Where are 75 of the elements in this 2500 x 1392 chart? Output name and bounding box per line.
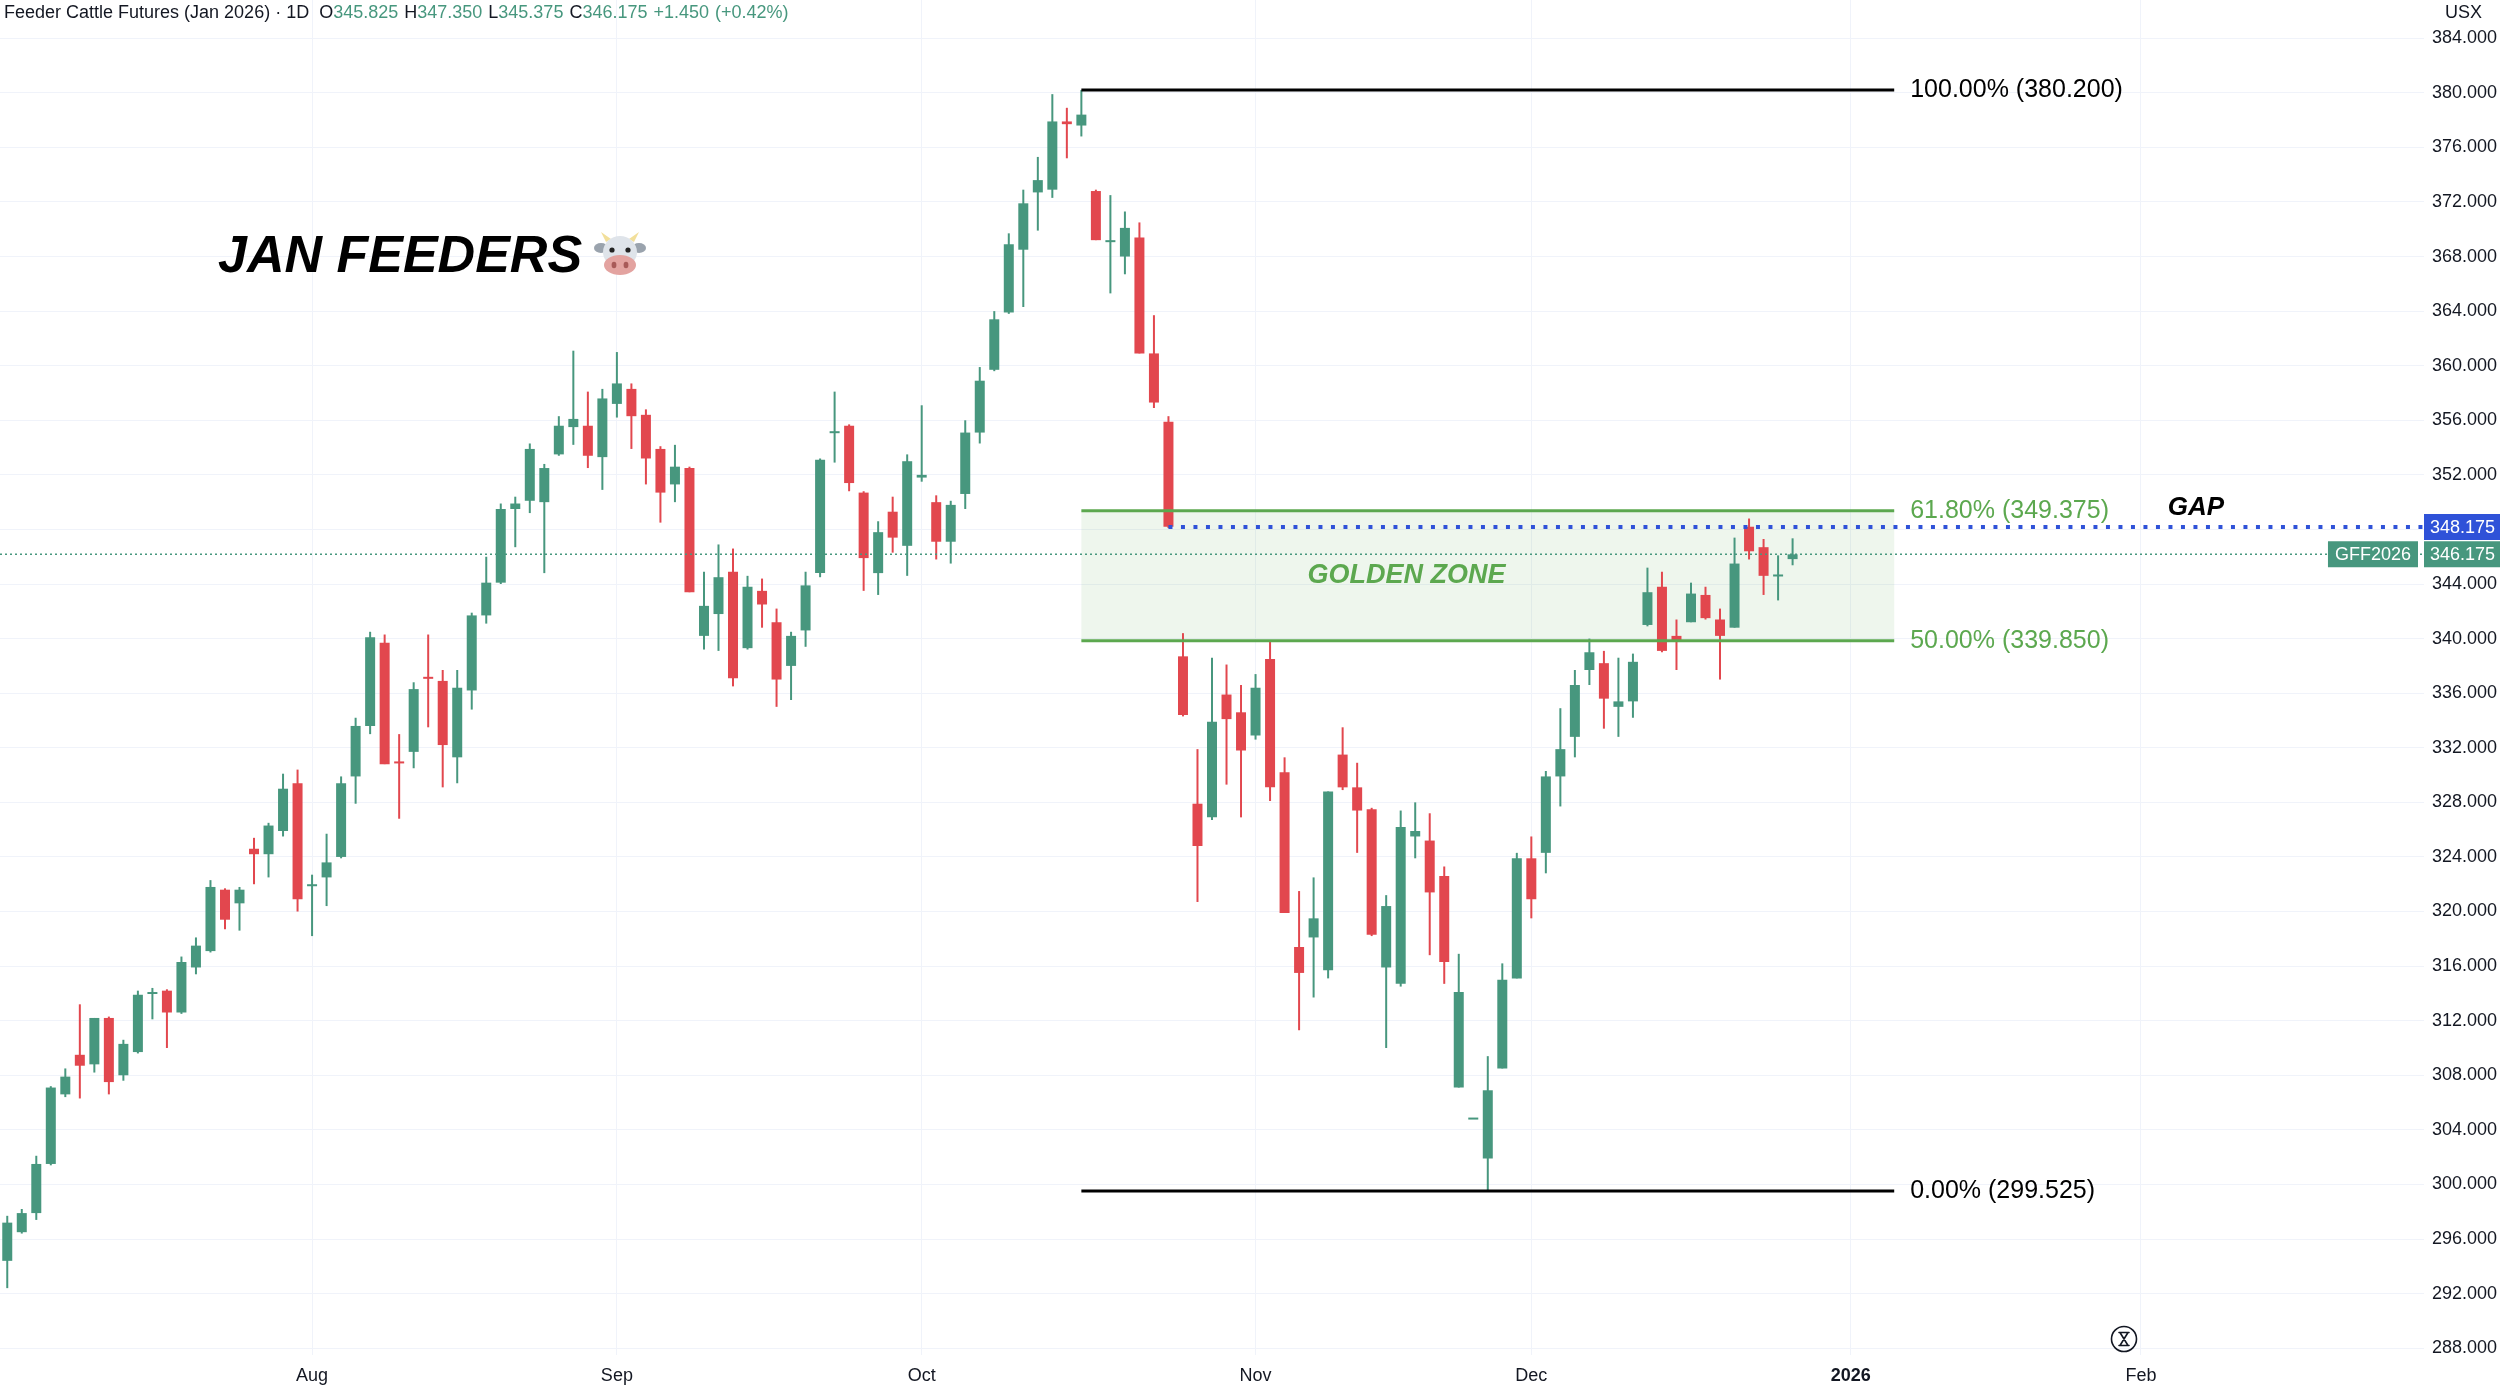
y-tick-label: 324.000 [2432, 845, 2498, 866]
candlestick [916, 404, 927, 483]
candlestick [757, 577, 768, 629]
x-tick-label: Sep [600, 1364, 633, 1385]
annotation: GFF2026 [2334, 544, 2412, 565]
candlestick [1076, 89, 1087, 138]
ref-line-label: 50.00% (339.850) [1910, 624, 2109, 653]
candlestick [1352, 761, 1363, 854]
candlestick [1715, 607, 1726, 681]
y-tick-label: 360.000 [2432, 354, 2498, 375]
candlestick [60, 1067, 71, 1099]
ref-line-label: 0.00% (299.525) [1910, 1174, 2096, 1203]
y-tick-label: 300.000 [2432, 1173, 2498, 1194]
candlestick [190, 936, 201, 976]
y-tick-label: 312.000 [2432, 1009, 2498, 1030]
candlestick [1700, 585, 1711, 621]
y-tick-label: 316.000 [2432, 955, 2498, 976]
candlestick [16, 1207, 27, 1235]
candlestick [321, 832, 332, 908]
y-tick-label: 332.000 [2432, 736, 2498, 757]
x-tick-label: Feb [2125, 1364, 2157, 1385]
y-tick-label: 372.000 [2432, 190, 2498, 211]
y-tick-label: 328.000 [2432, 791, 2498, 812]
y-tick-label: 304.000 [2432, 1118, 2498, 1139]
chart-title: Feeder Cattle Futures (Jan 2026) · 1D [4, 2, 310, 22]
band-label: GOLDEN ZONE [1307, 559, 1507, 590]
candlestick [1613, 656, 1624, 738]
y-tick-label: 364.000 [2432, 300, 2498, 321]
candlestick [1032, 155, 1043, 232]
candlestick [147, 986, 158, 1021]
candlestick [829, 390, 840, 464]
y-tick-label: 376.000 [2432, 136, 2498, 157]
candlestick [249, 836, 260, 886]
candlestick [1308, 876, 1319, 999]
y-tick-label: 308.000 [2432, 1064, 2498, 1085]
ref-line-label: 100.00% (380.200) [1910, 73, 2123, 102]
annotation: GAP [2167, 491, 2225, 522]
y-tick-label: 380.000 [2432, 81, 2498, 102]
candlestick [568, 349, 579, 446]
candlestick [161, 988, 172, 1049]
x-tick-label: Aug [296, 1364, 329, 1385]
candlestick [394, 733, 405, 820]
y-axis-title: USX [2444, 1, 2482, 24]
candlestick [1061, 106, 1072, 160]
candlestick [1410, 801, 1421, 860]
x-tick-label: 2026 [1830, 1364, 1871, 1385]
candlestick [1105, 194, 1116, 295]
y-tick-label: 356.000 [2432, 409, 2498, 430]
y-tick-label: 352.000 [2432, 463, 2498, 484]
y-tick-label: 320.000 [2432, 900, 2498, 921]
y-tick-label: 292.000 [2432, 1282, 2498, 1303]
y-tick-label: 344.000 [2432, 573, 2498, 593]
x-tick-label: Dec [1515, 1364, 1548, 1385]
ref-line-label: 61.80% (349.375) [1910, 494, 2109, 523]
candlestick [423, 633, 434, 729]
text: O345.825 H347.350 L345.375 C346.175 +1.450 (+0.42%) [319, 2, 789, 22]
y-tick-label: 384.000 [2432, 27, 2498, 48]
x-tick-label: Nov [1239, 1364, 1272, 1385]
ref-line-label: 346.175 [2430, 544, 2496, 565]
y-tick-label: 288.000 [2432, 1337, 2498, 1358]
candlestick [234, 885, 245, 932]
x-tick-label: Oct [907, 1364, 936, 1385]
annotation: JAN FEEDERS [218, 224, 583, 284]
candlestick [74, 1003, 85, 1100]
y-tick-label: 296.000 [2432, 1227, 2498, 1248]
y-tick-label: 336.000 [2432, 682, 2498, 703]
candlestick [307, 873, 318, 938]
candlestick [1773, 554, 1784, 602]
candlestick [669, 443, 680, 504]
candlestick [510, 495, 521, 549]
y-tick-label: 368.000 [2432, 245, 2498, 266]
candlestick [611, 351, 622, 419]
candlestick [1468, 1117, 1479, 1120]
y-tick-label: 340.000 [2432, 627, 2498, 648]
ref-line-label: 348.175 [2430, 517, 2496, 538]
